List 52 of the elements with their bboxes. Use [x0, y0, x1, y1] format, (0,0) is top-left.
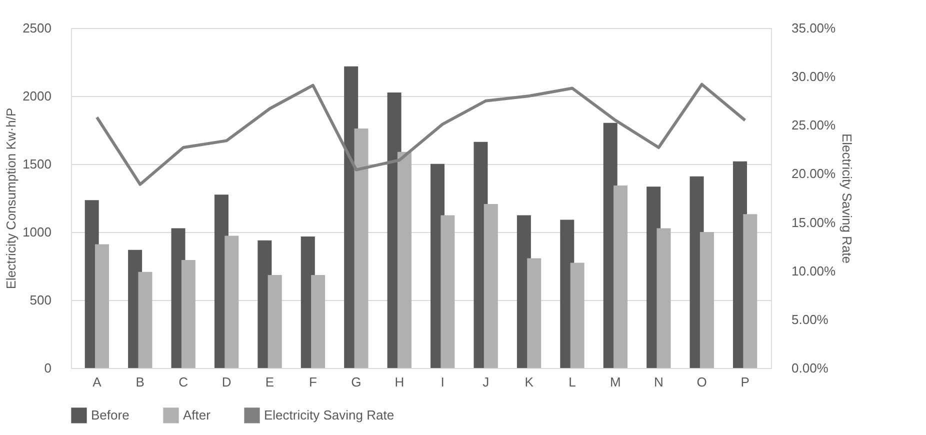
x-tick-label: G: [351, 374, 362, 390]
bar: [95, 244, 110, 368]
line-series: [95, 82, 747, 186]
bar: [181, 260, 196, 368]
x-tick-label: O: [696, 374, 707, 390]
y2-tick-label: 0.00%: [792, 360, 829, 376]
x-tick-label: L: [568, 374, 576, 390]
x-tick-label: E: [265, 374, 274, 390]
y2-tick-label: 20.00%: [792, 166, 836, 182]
y-tick-label: 1000: [22, 224, 52, 240]
y2-tick-label: 25.00%: [792, 118, 836, 133]
y-tick-label: 1500: [22, 156, 52, 172]
bar: [527, 258, 542, 368]
bar: [397, 152, 412, 368]
bar: [743, 214, 758, 368]
y2-tick-label: 35.00%: [792, 20, 836, 36]
bar: [614, 185, 628, 368]
y2-tick-label: 30.00%: [792, 69, 836, 84]
x-tick-label: K: [524, 374, 534, 390]
bar: [224, 236, 239, 368]
legend-label: Before: [91, 407, 130, 422]
y-tick-label: 2500: [22, 20, 52, 36]
x-tick-label: B: [136, 374, 144, 390]
bar: [311, 274, 326, 368]
x-tick-label: A: [92, 374, 102, 390]
legend-label: Electricity Saving Rate: [264, 407, 394, 422]
y2-tick-label: 10.00%: [792, 263, 836, 278]
x-tick-label: D: [222, 374, 232, 390]
x-tick-label: P: [740, 374, 750, 390]
x-tick-label: F: [309, 374, 317, 390]
x-tick-label: M: [610, 374, 621, 390]
y-tick-label: 2000: [22, 88, 52, 104]
x-tick-label: C: [178, 374, 188, 390]
y-tick-label: 500: [30, 292, 52, 308]
bar: [440, 215, 455, 368]
bar: [484, 204, 498, 368]
bar: [268, 274, 282, 368]
y2-axis-title: Electricity Saving Rate: [840, 133, 855, 264]
legend-label: After: [183, 407, 212, 422]
y2-tick-label: 15.00%: [792, 214, 836, 230]
y-axis-title: Electricity Consumption Kw·h/P: [4, 108, 19, 290]
bar: [656, 228, 671, 368]
x-tick-label: I: [440, 374, 444, 390]
bar: [570, 262, 584, 368]
x-tick-label: H: [394, 374, 404, 390]
bar: [354, 128, 368, 368]
bar: [700, 232, 714, 368]
x-tick-label: N: [654, 374, 664, 390]
y-tick-label: 0: [44, 360, 52, 376]
y2-tick-label: 5.00%: [792, 312, 829, 327]
x-tick-label: J: [482, 374, 490, 390]
bar: [138, 272, 152, 368]
